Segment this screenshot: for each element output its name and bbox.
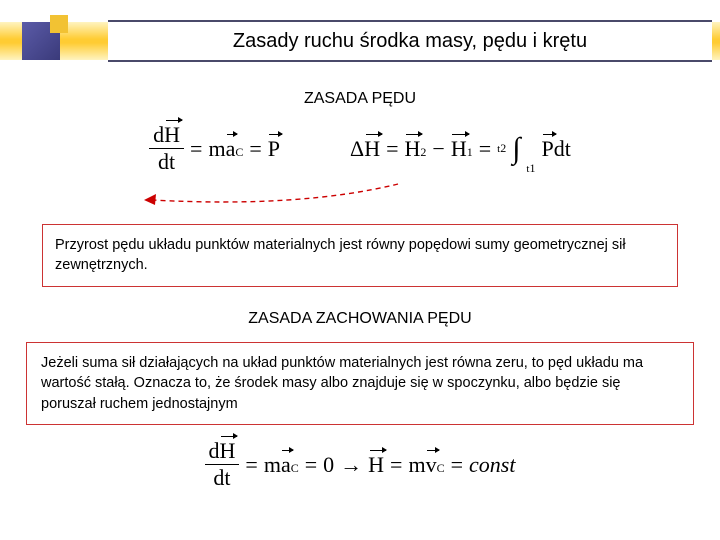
- definition-text-1: Przyrost pędu układu punktów materialnyc…: [55, 237, 626, 273]
- equation-dHdt: dH dt = maC = P: [149, 122, 280, 175]
- definition-box-2: Jeżeli suma sił działających na układ pu…: [26, 342, 694, 425]
- definition-text-2: Jeżeli suma sił działających na układ pu…: [41, 355, 643, 412]
- section-heading-zachowania: ZASADA ZACHOWANIA PĘDU: [0, 310, 720, 328]
- corner-accent-square-small: [50, 15, 68, 33]
- equation-impulse: ΔH = H2 − H1 = t2 ∫ t1 Pdt: [350, 122, 571, 175]
- equation-row-2: dH dt = maC = 0 → H = mvC = const: [0, 438, 720, 491]
- page-title: Zasady ruchu środka masy, pędu i krętu: [233, 30, 587, 53]
- definition-box-1: Przyrost pędu układu punktów materialnyc…: [42, 224, 678, 287]
- section-heading-pedu: ZASADA PĘDU: [0, 90, 720, 108]
- equation-conservation: dH dt = maC = 0 → H = mvC = const: [205, 438, 516, 491]
- equation-row-1: dH dt = maC = P ΔH = H2 − H1 = t2 ∫ t1 P…: [0, 122, 720, 175]
- callout-arrow-icon: [140, 182, 400, 212]
- header-bar: Zasady ruchu środka masy, pędu i krętu: [108, 20, 712, 62]
